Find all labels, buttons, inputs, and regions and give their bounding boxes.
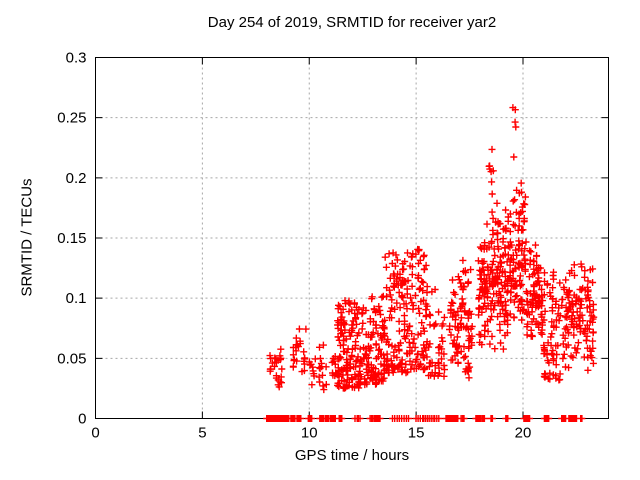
- chart-title: Day 254 of 2019, SRMTID for receiver yar…: [207, 14, 497, 31]
- y-tick-label: 0.3: [66, 50, 87, 67]
- x-tick-label: 15: [408, 425, 425, 442]
- y-tick-label: 0: [78, 411, 86, 428]
- x-tick-label: 20: [515, 425, 532, 442]
- x-tick-label: 10: [301, 425, 318, 442]
- y-tick-label: 0.05: [57, 350, 86, 367]
- y-tick-label: 0.15: [57, 230, 86, 247]
- x-tick-label: 0: [91, 425, 99, 442]
- axis-ticks: [95, 57, 609, 419]
- x-tick-label: 5: [198, 425, 206, 442]
- x-axis-label: GPS time / hours: [294, 447, 410, 464]
- y-tick-label: 0.1: [66, 290, 87, 307]
- y-tick-label: 0.25: [57, 110, 86, 127]
- y-tick-label: 0.2: [66, 170, 87, 187]
- data-points: [263, 104, 598, 422]
